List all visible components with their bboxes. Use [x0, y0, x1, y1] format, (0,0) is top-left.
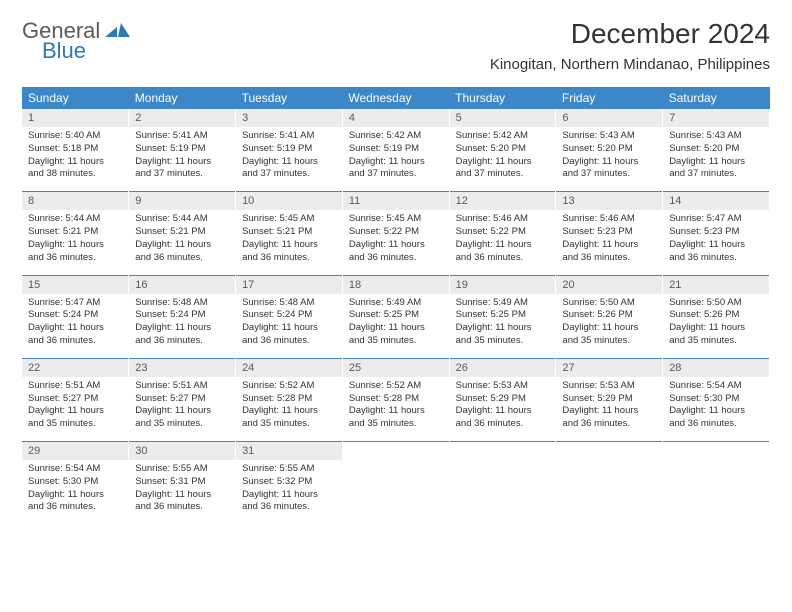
day-number-cell: 6 [556, 109, 663, 127]
day-number-cell: 26 [449, 358, 556, 377]
day-number-cell: 25 [342, 358, 449, 377]
day-number-cell: 14 [663, 192, 770, 211]
day-detail-cell: Sunrise: 5:49 AMSunset: 5:25 PMDaylight:… [342, 294, 449, 359]
day-detail-cell: Sunrise: 5:49 AMSunset: 5:25 PMDaylight:… [449, 294, 556, 359]
week-detail-row: Sunrise: 5:44 AMSunset: 5:21 PMDaylight:… [22, 210, 770, 275]
day-number-cell [556, 442, 663, 461]
day-number-cell [449, 442, 556, 461]
brand-text: General Blue [22, 18, 131, 64]
day-detail-cell: Sunrise: 5:44 AMSunset: 5:21 PMDaylight:… [129, 210, 236, 275]
day-number-cell: 12 [449, 192, 556, 211]
day-detail-cell: Sunrise: 5:41 AMSunset: 5:19 PMDaylight:… [129, 127, 236, 192]
day-number-cell: 29 [22, 442, 129, 461]
day-number-cell: 1 [22, 109, 129, 127]
day-detail-cell [342, 460, 449, 524]
day-detail-cell: Sunrise: 5:50 AMSunset: 5:26 PMDaylight:… [556, 294, 663, 359]
day-detail-cell: Sunrise: 5:47 AMSunset: 5:23 PMDaylight:… [663, 210, 770, 275]
day-detail-cell: Sunrise: 5:46 AMSunset: 5:23 PMDaylight:… [556, 210, 663, 275]
day-detail-cell: Sunrise: 5:44 AMSunset: 5:21 PMDaylight:… [22, 210, 129, 275]
week-daynum-row: 891011121314 [22, 192, 770, 211]
day-number-cell: 15 [22, 275, 129, 294]
day-number-cell: 20 [556, 275, 663, 294]
day-detail-cell: Sunrise: 5:48 AMSunset: 5:24 PMDaylight:… [129, 294, 236, 359]
day-number-cell: 19 [449, 275, 556, 294]
day-number-cell: 5 [449, 109, 556, 127]
day-detail-cell: Sunrise: 5:55 AMSunset: 5:31 PMDaylight:… [129, 460, 236, 524]
day-detail-cell [449, 460, 556, 524]
week-detail-row: Sunrise: 5:51 AMSunset: 5:27 PMDaylight:… [22, 377, 770, 442]
day-number-cell: 2 [129, 109, 236, 127]
week-daynum-row: 293031 [22, 442, 770, 461]
day-number-cell: 22 [22, 358, 129, 377]
calendar-table: Sunday Monday Tuesday Wednesday Thursday… [22, 87, 770, 524]
day-number-cell: 31 [236, 442, 343, 461]
header: General Blue December 2024 Kinogitan, No… [22, 18, 770, 73]
dayhead-wed: Wednesday [342, 87, 449, 109]
day-number-cell: 24 [236, 358, 343, 377]
day-detail-cell: Sunrise: 5:42 AMSunset: 5:20 PMDaylight:… [449, 127, 556, 192]
day-number-cell: 27 [556, 358, 663, 377]
day-detail-cell [556, 460, 663, 524]
day-number-cell: 30 [129, 442, 236, 461]
brand-logo: General Blue [22, 18, 131, 64]
day-detail-cell: Sunrise: 5:54 AMSunset: 5:30 PMDaylight:… [22, 460, 129, 524]
dayhead-mon: Monday [129, 87, 236, 109]
dayhead-tue: Tuesday [236, 87, 343, 109]
day-detail-cell: Sunrise: 5:50 AMSunset: 5:26 PMDaylight:… [663, 294, 770, 359]
day-detail-cell: Sunrise: 5:43 AMSunset: 5:20 PMDaylight:… [663, 127, 770, 192]
day-detail-cell: Sunrise: 5:45 AMSunset: 5:21 PMDaylight:… [236, 210, 343, 275]
day-detail-cell: Sunrise: 5:52 AMSunset: 5:28 PMDaylight:… [236, 377, 343, 442]
week-detail-row: Sunrise: 5:47 AMSunset: 5:24 PMDaylight:… [22, 294, 770, 359]
day-detail-cell: Sunrise: 5:53 AMSunset: 5:29 PMDaylight:… [449, 377, 556, 442]
day-detail-cell: Sunrise: 5:52 AMSunset: 5:28 PMDaylight:… [342, 377, 449, 442]
day-number-cell: 16 [129, 275, 236, 294]
day-number-cell [342, 442, 449, 461]
title-block: December 2024 Kinogitan, Northern Mindan… [490, 18, 770, 73]
dayhead-fri: Friday [556, 87, 663, 109]
day-detail-cell: Sunrise: 5:41 AMSunset: 5:19 PMDaylight:… [236, 127, 343, 192]
dayhead-sun: Sunday [22, 87, 129, 109]
week-daynum-row: 1234567 [22, 109, 770, 127]
day-number-cell: 11 [342, 192, 449, 211]
location-text: Kinogitan, Northern Mindanao, Philippine… [490, 56, 770, 73]
day-number-cell: 3 [236, 109, 343, 127]
day-number-cell: 18 [342, 275, 449, 294]
week-daynum-row: 22232425262728 [22, 358, 770, 377]
day-detail-cell: Sunrise: 5:46 AMSunset: 5:22 PMDaylight:… [449, 210, 556, 275]
calendar-body: 1234567Sunrise: 5:40 AMSunset: 5:18 PMDa… [22, 109, 770, 524]
day-detail-cell: Sunrise: 5:40 AMSunset: 5:18 PMDaylight:… [22, 127, 129, 192]
day-number-cell: 8 [22, 192, 129, 211]
day-detail-cell [663, 460, 770, 524]
day-number-cell: 10 [236, 192, 343, 211]
day-detail-cell: Sunrise: 5:51 AMSunset: 5:27 PMDaylight:… [22, 377, 129, 442]
day-number-cell: 9 [129, 192, 236, 211]
day-number-cell: 23 [129, 358, 236, 377]
day-detail-cell: Sunrise: 5:47 AMSunset: 5:24 PMDaylight:… [22, 294, 129, 359]
page-title: December 2024 [490, 18, 770, 50]
day-number-cell: 21 [663, 275, 770, 294]
day-detail-cell: Sunrise: 5:42 AMSunset: 5:19 PMDaylight:… [342, 127, 449, 192]
day-detail-cell: Sunrise: 5:55 AMSunset: 5:32 PMDaylight:… [236, 460, 343, 524]
dayhead-sat: Saturday [663, 87, 770, 109]
day-number-cell: 28 [663, 358, 770, 377]
brand-mark-icon [105, 20, 131, 43]
day-header-row: Sunday Monday Tuesday Wednesday Thursday… [22, 87, 770, 109]
day-detail-cell: Sunrise: 5:51 AMSunset: 5:27 PMDaylight:… [129, 377, 236, 442]
day-number-cell: 13 [556, 192, 663, 211]
week-detail-row: Sunrise: 5:54 AMSunset: 5:30 PMDaylight:… [22, 460, 770, 524]
day-number-cell: 7 [663, 109, 770, 127]
day-number-cell [663, 442, 770, 461]
dayhead-thu: Thursday [449, 87, 556, 109]
day-number-cell: 4 [342, 109, 449, 127]
week-daynum-row: 15161718192021 [22, 275, 770, 294]
day-detail-cell: Sunrise: 5:45 AMSunset: 5:22 PMDaylight:… [342, 210, 449, 275]
day-detail-cell: Sunrise: 5:43 AMSunset: 5:20 PMDaylight:… [556, 127, 663, 192]
day-detail-cell: Sunrise: 5:48 AMSunset: 5:24 PMDaylight:… [236, 294, 343, 359]
day-detail-cell: Sunrise: 5:54 AMSunset: 5:30 PMDaylight:… [663, 377, 770, 442]
day-number-cell: 17 [236, 275, 343, 294]
day-detail-cell: Sunrise: 5:53 AMSunset: 5:29 PMDaylight:… [556, 377, 663, 442]
week-detail-row: Sunrise: 5:40 AMSunset: 5:18 PMDaylight:… [22, 127, 770, 192]
